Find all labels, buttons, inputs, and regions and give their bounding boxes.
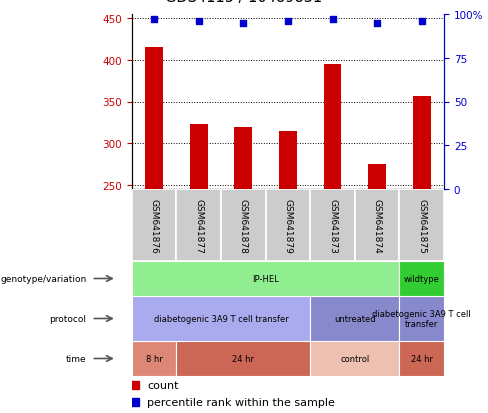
Text: untreated: untreated — [334, 314, 376, 323]
Bar — [279, 131, 297, 190]
Point — [328, 17, 336, 24]
Text: genotype/variation: genotype/variation — [0, 274, 86, 283]
Bar — [176, 190, 221, 261]
Bar — [310, 296, 400, 341]
Text: percentile rank within the sample: percentile rank within the sample — [147, 397, 335, 407]
Text: 8 hr: 8 hr — [145, 354, 163, 363]
Bar — [400, 296, 444, 341]
Bar — [234, 128, 252, 190]
Bar — [132, 261, 400, 296]
Text: diabetogenic 3A9 T cell transfer: diabetogenic 3A9 T cell transfer — [372, 309, 471, 328]
Bar — [132, 341, 176, 376]
Bar — [132, 296, 310, 341]
Text: GSM641875: GSM641875 — [417, 198, 427, 253]
Text: GDS4115 / 10489831: GDS4115 / 10489831 — [165, 0, 323, 5]
Text: GSM641874: GSM641874 — [373, 198, 382, 253]
Bar — [368, 165, 386, 190]
Text: GSM641877: GSM641877 — [194, 198, 203, 253]
Point — [150, 17, 158, 24]
Bar — [132, 190, 176, 261]
Text: protocol: protocol — [49, 314, 86, 323]
Text: diabetogenic 3A9 T cell transfer: diabetogenic 3A9 T cell transfer — [154, 314, 288, 323]
Bar — [190, 125, 207, 190]
Bar — [355, 190, 400, 261]
Text: 24 hr: 24 hr — [411, 354, 433, 363]
Bar — [310, 190, 355, 261]
Bar — [265, 190, 310, 261]
Bar — [221, 190, 265, 261]
Bar — [400, 341, 444, 376]
Text: control: control — [340, 354, 369, 363]
Text: count: count — [147, 380, 179, 390]
Bar — [176, 341, 310, 376]
Text: GSM641879: GSM641879 — [284, 198, 292, 253]
Text: GSM641878: GSM641878 — [239, 198, 248, 253]
Text: 24 hr: 24 hr — [232, 354, 254, 363]
Bar — [324, 65, 342, 190]
Bar — [400, 261, 444, 296]
Text: GSM641873: GSM641873 — [328, 198, 337, 253]
Point — [284, 19, 292, 25]
Point — [195, 19, 203, 25]
Point — [373, 20, 381, 27]
Text: wildtype: wildtype — [404, 274, 440, 283]
Bar — [400, 190, 444, 261]
Bar — [310, 341, 400, 376]
Point — [240, 20, 247, 27]
Point — [418, 19, 426, 25]
Bar — [413, 96, 431, 190]
Text: GSM641876: GSM641876 — [149, 198, 159, 253]
Bar — [145, 48, 163, 190]
Text: IP-HEL: IP-HEL — [252, 274, 279, 283]
Text: time: time — [66, 354, 86, 363]
